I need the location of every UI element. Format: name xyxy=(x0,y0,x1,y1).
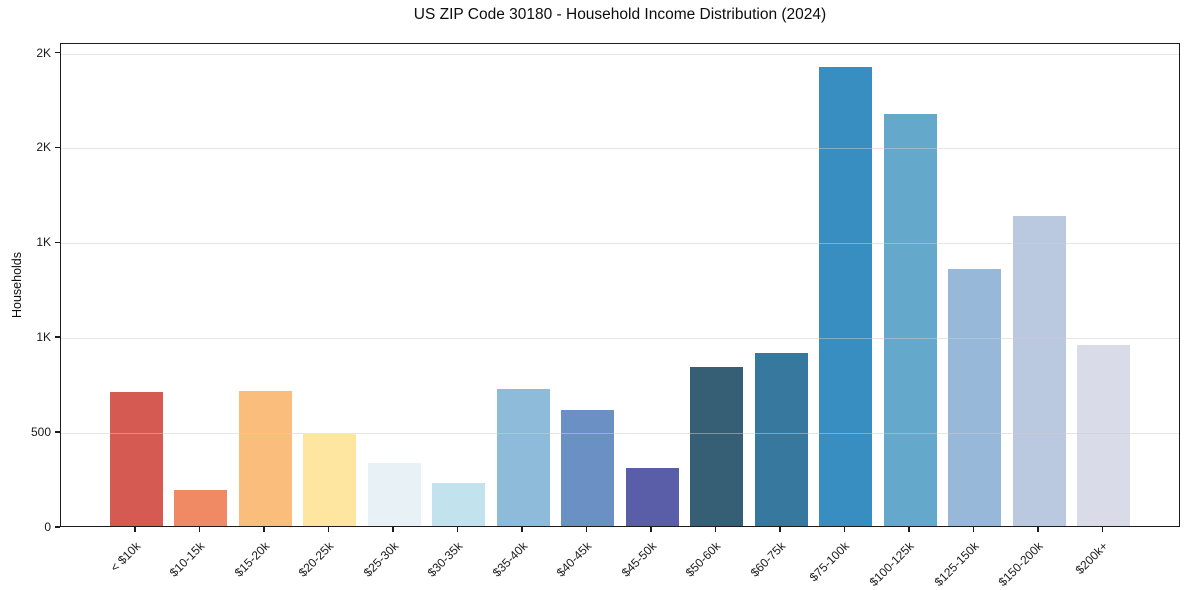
income-bar-15 xyxy=(1012,215,1066,526)
income-bar-12 xyxy=(819,66,872,526)
x-tick-label: $75-100k xyxy=(807,539,853,585)
y-tick-mark xyxy=(55,526,60,528)
x-tick-mark xyxy=(843,527,846,532)
income-bar-1 xyxy=(109,392,163,526)
income-bar-9 xyxy=(625,468,679,526)
y-tick-mark xyxy=(55,146,60,149)
x-tick-label: < $10k xyxy=(107,539,143,575)
chart-title: US ZIP Code 30180 - Household Income Dis… xyxy=(413,6,827,23)
gridline-500 xyxy=(61,433,1179,435)
x-tick-mark xyxy=(714,527,717,532)
gridline-1000 xyxy=(61,338,1179,340)
gridline-2000 xyxy=(61,148,1179,150)
x-tick-label: $30-35k xyxy=(424,539,466,580)
y-tick-mark xyxy=(55,51,60,54)
y-tick-label: 2K xyxy=(36,140,51,155)
x-tick-label: $100-125k xyxy=(866,539,917,590)
x-tick-label: $60-75k xyxy=(747,539,788,580)
plot-area xyxy=(60,43,1180,527)
x-tick-mark xyxy=(263,527,265,532)
income-bar-14 xyxy=(948,268,1001,526)
x-tick-mark xyxy=(908,527,910,532)
y-tick-label: 500 xyxy=(30,425,51,440)
x-tick-mark xyxy=(585,527,588,532)
x-tick-label: $125-150k xyxy=(931,539,982,590)
x-tick-mark xyxy=(392,527,394,532)
income-bar-4 xyxy=(303,433,356,526)
y-axis-label: Households xyxy=(10,251,24,319)
x-tick-mark xyxy=(327,527,330,532)
income-bar-7 xyxy=(496,389,550,526)
income-bar-10 xyxy=(690,366,743,526)
income-bar-11 xyxy=(754,353,808,526)
x-tick-label: $35-40k xyxy=(489,539,530,580)
income-bar-3 xyxy=(238,391,292,526)
x-tick-mark xyxy=(650,527,652,532)
income-bar-13 xyxy=(883,114,937,526)
x-tick-label: $150-200k xyxy=(995,539,1046,590)
x-tick-mark xyxy=(1037,527,1039,532)
income-bar-5 xyxy=(367,463,421,526)
x-tick-label: $10-15k xyxy=(166,539,208,580)
x-tick-label: $45-50k xyxy=(618,539,659,580)
gridline-1500 xyxy=(61,243,1179,245)
x-tick-mark xyxy=(198,527,201,532)
income-bar-8 xyxy=(561,410,614,526)
x-tick-label: $20-25k xyxy=(295,539,337,580)
x-tick-mark xyxy=(1101,527,1104,532)
gridline-2500 xyxy=(61,53,1179,55)
x-tick-label: $50-60k xyxy=(682,539,724,580)
y-tick-label: 1K xyxy=(36,330,51,345)
x-tick-label: $200k+ xyxy=(1072,539,1111,577)
y-tick-label: 1K xyxy=(36,235,51,250)
x-tick-mark xyxy=(134,527,136,532)
income-bar-16 xyxy=(1077,344,1130,526)
y-tick-mark xyxy=(55,336,60,338)
y-tick-mark xyxy=(55,241,60,243)
x-tick-label: $15-20k xyxy=(231,539,272,580)
y-tick-mark xyxy=(55,431,60,433)
income-bar-2 xyxy=(174,489,227,526)
x-tick-label: $25-30k xyxy=(360,539,401,580)
x-tick-mark xyxy=(521,527,523,532)
x-tick-mark xyxy=(779,527,781,532)
income-bar-6 xyxy=(432,483,485,526)
y-tick-label: 0 xyxy=(44,520,51,534)
y-tick-label: 2K xyxy=(36,45,51,60)
x-tick-label: $40-45k xyxy=(553,539,595,580)
x-tick-mark xyxy=(456,527,459,532)
x-tick-mark xyxy=(972,527,975,532)
